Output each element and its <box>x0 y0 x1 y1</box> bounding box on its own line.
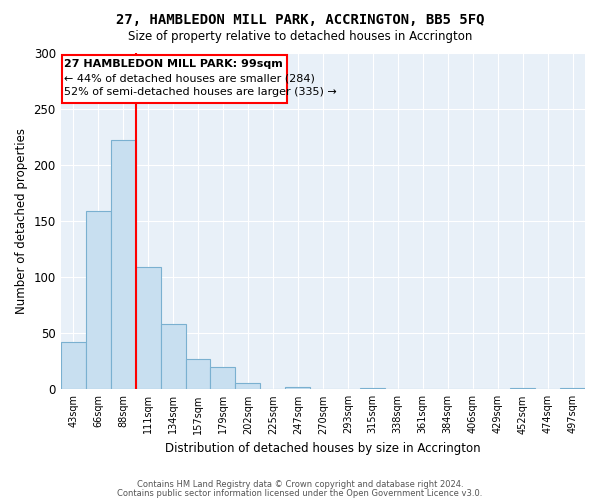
Text: Size of property relative to detached houses in Accrington: Size of property relative to detached ho… <box>128 30 472 43</box>
Text: 27, HAMBLEDON MILL PARK, ACCRINGTON, BB5 5FQ: 27, HAMBLEDON MILL PARK, ACCRINGTON, BB5… <box>116 12 484 26</box>
Bar <box>211 367 235 390</box>
Text: Contains HM Land Registry data © Crown copyright and database right 2024.: Contains HM Land Registry data © Crown c… <box>137 480 463 489</box>
Bar <box>86 211 110 390</box>
Bar <box>360 388 385 390</box>
Bar <box>185 359 211 390</box>
Bar <box>235 382 260 390</box>
Bar <box>560 388 585 390</box>
FancyBboxPatch shape <box>62 54 287 103</box>
Bar <box>510 388 535 390</box>
Y-axis label: Number of detached properties: Number of detached properties <box>15 128 28 314</box>
Text: 52% of semi-detached houses are larger (335) →: 52% of semi-detached houses are larger (… <box>64 88 337 98</box>
Bar <box>61 342 86 390</box>
Bar <box>286 387 310 390</box>
Text: ← 44% of detached houses are smaller (284): ← 44% of detached houses are smaller (28… <box>64 74 315 84</box>
Text: Contains public sector information licensed under the Open Government Licence v3: Contains public sector information licen… <box>118 489 482 498</box>
Bar <box>161 324 185 390</box>
Bar <box>136 267 161 390</box>
X-axis label: Distribution of detached houses by size in Accrington: Distribution of detached houses by size … <box>165 442 481 455</box>
Text: 27 HAMBLEDON MILL PARK: 99sqm: 27 HAMBLEDON MILL PARK: 99sqm <box>64 59 283 69</box>
Bar <box>110 140 136 390</box>
